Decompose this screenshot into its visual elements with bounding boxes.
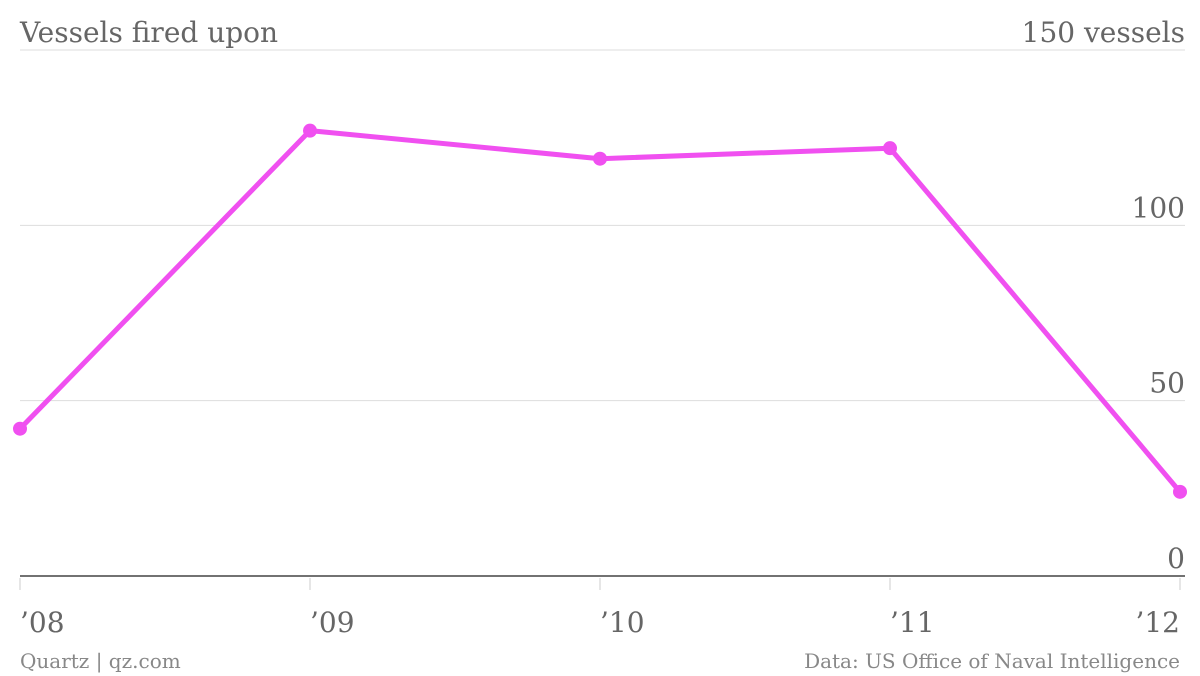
point bbox=[1173, 484, 1187, 499]
x-tick-label: ’09 bbox=[310, 606, 355, 639]
point bbox=[883, 141, 897, 156]
x-tick-label: ’10 bbox=[600, 606, 645, 639]
x-tick-label: ’12 bbox=[1135, 606, 1180, 639]
point bbox=[593, 151, 607, 166]
credit: Quartz | qz.com bbox=[20, 649, 181, 674]
y-tick-label: 0 bbox=[1167, 542, 1185, 575]
chart-title: Vessels fired upon bbox=[19, 16, 278, 49]
point bbox=[13, 421, 27, 436]
point bbox=[303, 123, 317, 138]
y-tick-label: 150 vessels bbox=[1022, 16, 1185, 49]
y-tick-label: 100 bbox=[1132, 191, 1185, 224]
source: Data: US Office of Naval Intelligence bbox=[804, 649, 1180, 673]
y-tick-label: 50 bbox=[1149, 367, 1185, 400]
x-tick-label: ’08 bbox=[20, 606, 65, 639]
x-tick-label: ’11 bbox=[890, 606, 935, 639]
line bbox=[18, 128, 1182, 494]
